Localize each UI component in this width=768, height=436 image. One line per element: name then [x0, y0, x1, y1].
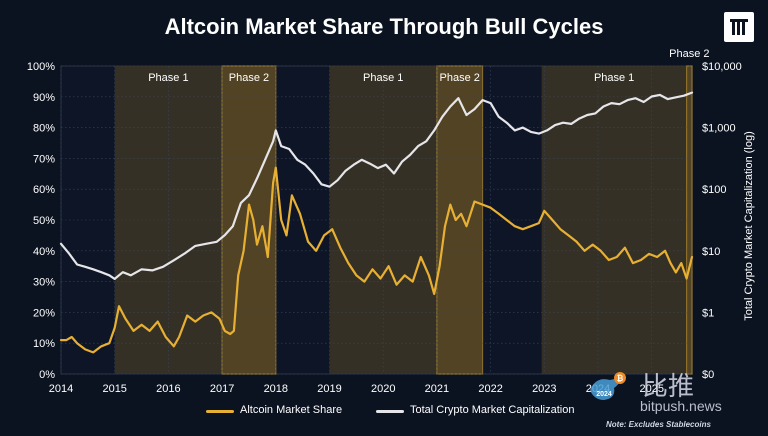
x-tick: 2021: [425, 383, 449, 395]
phase-label-1: Phase 2: [229, 72, 269, 84]
y-left-tick: 10%: [33, 338, 55, 350]
x-tick: 2017: [210, 383, 234, 395]
watermark-cn-text: 比推: [642, 372, 695, 402]
phase-band-3: [436, 65, 484, 375]
phase-label-5: Phase 2: [669, 48, 709, 60]
y-left-tick: 40%: [33, 246, 55, 258]
y-right-tick: $1: [702, 307, 714, 319]
x-tick: 2022: [478, 383, 502, 395]
x-tick: 2014: [49, 383, 73, 395]
y-right-axis-label: Total Crypto Market Capitalization (log): [743, 131, 755, 321]
x-tick: 2018: [264, 383, 288, 395]
legend-swatch-altcoin: [206, 410, 234, 413]
x-tick: 2016: [156, 383, 180, 395]
chart-note: Note: Excludes Stablecoins: [606, 420, 711, 429]
y-right-tick: $1,000: [702, 123, 736, 135]
y-right-tick: $10,000: [702, 61, 742, 73]
watermark-url: bitpush.news: [640, 398, 722, 414]
legend: Altcoin Market Share Total Crypto Market…: [206, 404, 626, 422]
bird-logo-icon: ₿ 2024: [590, 372, 626, 400]
y-right-tick: $100: [702, 184, 726, 196]
phase-label-4: Phase 1: [594, 72, 634, 84]
y-left-tick: 90%: [33, 92, 55, 104]
x-tick: 2023: [532, 383, 556, 395]
y-left-tick: 70%: [33, 153, 55, 165]
x-tick: 2019: [317, 383, 341, 395]
y-left-tick: 30%: [33, 277, 55, 289]
svg-text:2024: 2024: [596, 391, 612, 398]
series-line-altcoin-share: [59, 166, 694, 354]
phase-band-1: [221, 65, 277, 375]
y-left-tick: 80%: [33, 123, 55, 135]
chart-title: Altcoin Market Share Through Bull Cycles: [164, 14, 604, 39]
x-tick: 2015: [102, 383, 126, 395]
x-tick: 2020: [371, 383, 395, 395]
series-line-total-market-cap: [59, 91, 694, 280]
y-left-tick: 50%: [33, 215, 55, 227]
y-left-tick: 0%: [39, 369, 55, 381]
watermark: ₿ 2024 比推 bitpush.news: [586, 364, 756, 420]
logo-icon: [724, 12, 754, 42]
y-right-tick: $0: [702, 369, 714, 381]
svg-text:₿: ₿: [617, 374, 624, 383]
legend-swatch-total: [376, 410, 404, 413]
legend-label-total: Total Crypto Market Capitalization: [410, 404, 575, 416]
y-right-tick: $10: [702, 246, 720, 258]
legend-label-altcoin: Altcoin Market Share: [240, 404, 343, 416]
phase-label-3: Phase 2: [440, 72, 480, 84]
y-left-tick: 60%: [33, 184, 55, 196]
x-tick: 2025: [639, 383, 663, 395]
y-left-tick: 20%: [33, 307, 55, 319]
y-left-tick: 100%: [27, 61, 55, 73]
